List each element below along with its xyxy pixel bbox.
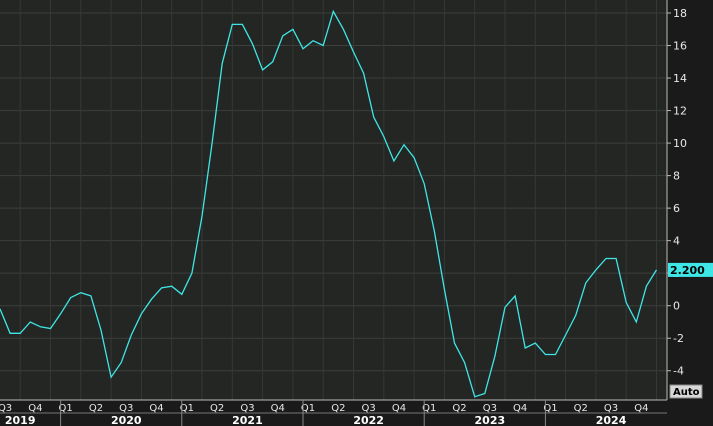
y-tick-label: 16 xyxy=(673,40,687,53)
series-layer xyxy=(0,9,658,398)
x-tick-label: Q3 xyxy=(483,403,497,414)
x-tick-label: Q3 xyxy=(362,403,376,414)
x-tick-label: Q4 xyxy=(513,403,527,414)
x-tick-label: Q1 xyxy=(422,403,436,414)
y-tick-label: 6 xyxy=(673,202,680,215)
x-tick-label: Q1 xyxy=(543,403,557,414)
y-axis: -4-2024681012141618 xyxy=(666,0,687,400)
plot-area xyxy=(0,0,667,400)
x-tick-label: Q3 xyxy=(0,403,12,414)
x-year-label: 2023 xyxy=(475,414,506,426)
x-tick-label: Q4 xyxy=(392,403,406,414)
y-tick-label: 0 xyxy=(673,300,680,313)
x-year-label: 2022 xyxy=(353,414,384,426)
x-tick-label: Q3 xyxy=(604,403,618,414)
x-tick-label: Q2 xyxy=(331,403,345,414)
auto-scale-button-label[interactable]: Auto xyxy=(673,387,700,398)
grid-lines xyxy=(0,0,667,400)
y-tick-label: -2 xyxy=(673,332,684,345)
last-value-label: 2.200 xyxy=(670,264,705,277)
x-tick-label: Q2 xyxy=(210,403,224,414)
y-tick-label: 10 xyxy=(673,137,687,150)
x-tick-label: Q4 xyxy=(149,403,163,414)
x-tick-label: Q2 xyxy=(452,403,466,414)
y-tick-label: 14 xyxy=(673,72,687,85)
y-tick-label: 12 xyxy=(673,105,687,118)
x-tick-label: Q4 xyxy=(271,403,285,414)
x-year-label: 2024 xyxy=(596,414,627,426)
y-tick-label: 18 xyxy=(673,7,687,20)
x-tick-label: Q2 xyxy=(574,403,588,414)
x-tick-label: Q1 xyxy=(180,403,194,414)
x-tick-label: Q2 xyxy=(89,403,103,414)
x-year-label: 2021 xyxy=(232,414,263,426)
series-line xyxy=(0,9,658,398)
x-tick-label: Q1 xyxy=(301,403,315,414)
x-tick-label: Q3 xyxy=(119,403,133,414)
y-tick-label: 4 xyxy=(673,235,680,248)
x-tick-label: Q1 xyxy=(59,403,73,414)
x-axis: Q3 Q4 Q1 Q2 Q3 Q4 Q1 Q2 Q3 Q4 Q1 Q2 Q3 Q4 Q1 Q2 Q3 Q4 Q1 Q2… xyxy=(0,399,713,426)
auto-scale-button[interactable]: Auto xyxy=(669,384,703,399)
x-tick-label: Q3 xyxy=(240,403,254,414)
x-year-label: 2020 xyxy=(111,414,142,426)
x-tick-label: Q4 xyxy=(634,403,648,414)
y-tick-label: 8 xyxy=(673,170,680,183)
last-value-tag: 2.200 xyxy=(668,262,713,277)
last-value-tag-background xyxy=(668,262,713,277)
x-year-label: 2019 xyxy=(5,414,36,426)
x-tick-label: Q4 xyxy=(28,403,42,414)
auto-scale-button-background[interactable] xyxy=(669,384,703,399)
y-tick-label: -4 xyxy=(673,365,684,378)
